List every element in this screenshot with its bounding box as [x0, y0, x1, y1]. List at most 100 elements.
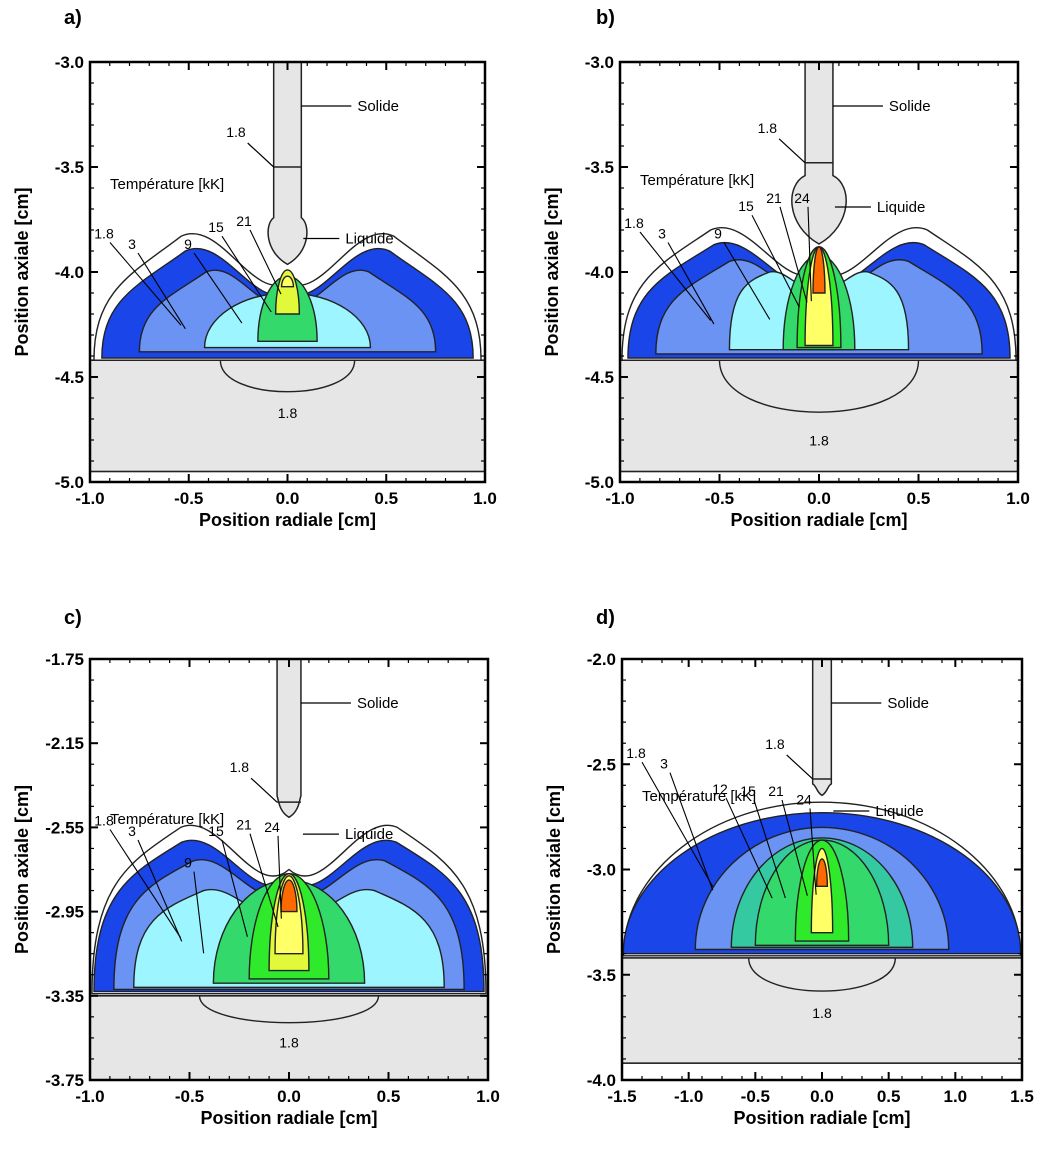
x-tick-label: -0.5 — [705, 489, 734, 508]
contour-leader — [249, 833, 279, 928]
contour-label: 3 — [658, 226, 666, 242]
y-tick-label: -3.0 — [587, 861, 616, 880]
plot-area — [622, 659, 1022, 1064]
panel-d: 1.8 -1.5 -1.0 -0.5 0.0 0.5 1.0 1.5 -2.0 -2.5 -3.0 -… — [544, 607, 1034, 1128]
x-tick-label: 0.0 — [807, 489, 831, 508]
y-tick-label: -3.0 — [585, 53, 614, 72]
workpiece-isotherm — [198, 995, 380, 1024]
panel-letter: a) — [64, 7, 82, 29]
workpiece-isotherm — [718, 360, 920, 413]
workpiece-isotherm-label: 1.8 — [812, 1005, 832, 1021]
y-tick-label: -5.0 — [585, 473, 614, 492]
electrode — [276, 659, 302, 819]
electrode — [267, 62, 308, 266]
x-tick-label: 1.0 — [944, 1087, 968, 1106]
contour-leader — [725, 797, 773, 899]
workpiece — [622, 957, 1022, 1064]
contour-label: 15 — [738, 198, 754, 214]
contour-leader — [193, 252, 243, 324]
isotherm-24 — [810, 847, 834, 934]
contour-leader — [137, 252, 186, 330]
panel-b: 1.8 -1.0 -0.5 0.0 0.5 1.0 -3.0 -3.5 -4.0 -4.5 -5.0… — [542, 7, 1030, 530]
isotherm-27 — [280, 879, 298, 913]
melting-label: 1.8 — [226, 124, 246, 140]
contour-label: 24 — [264, 819, 280, 835]
workpiece-isotherm-label: 1.8 — [278, 405, 298, 421]
melting-label: 1.8 — [230, 759, 250, 775]
contour-label: 3 — [128, 823, 136, 839]
contour-label: 1.8 — [624, 215, 644, 231]
y-axis-label: Position axiale [cm] — [542, 187, 562, 356]
legend-title: Température [kK] — [642, 788, 756, 805]
x-tick-label: 0.0 — [810, 1087, 834, 1106]
liquid-label: Liquide — [345, 826, 393, 843]
contour-label: 15 — [740, 783, 756, 799]
solid-label: Solide — [887, 695, 929, 712]
x-tick-label: -1.5 — [607, 1087, 636, 1106]
x-tick-label: 0.0 — [276, 489, 300, 508]
contour-label: 15 — [208, 219, 224, 235]
x-tick-label: -1.0 — [75, 1087, 104, 1106]
y-tick-label: -3.35 — [45, 987, 84, 1006]
x-tick-label: 0.5 — [877, 1087, 901, 1106]
y-tick-label: -2.0 — [587, 650, 616, 669]
y-tick-label: -1.75 — [45, 650, 84, 669]
panel-letter: c) — [64, 607, 82, 629]
y-tick-label: -4.5 — [585, 368, 614, 387]
contour-leader — [781, 799, 808, 896]
contour-label: 15 — [208, 823, 224, 839]
electrode-body — [791, 62, 847, 245]
contour-leader — [109, 829, 182, 939]
electrode-body — [276, 659, 302, 819]
y-tick-label: -2.55 — [45, 818, 84, 837]
y-tick-label: -4.5 — [55, 368, 84, 387]
contour-leader — [723, 242, 771, 320]
contour-label: 9 — [184, 236, 192, 252]
contour-leader — [221, 235, 272, 313]
melting-label: 1.8 — [758, 120, 778, 136]
y-axis-label: Position axiale [cm] — [12, 187, 32, 356]
contour-label: 24 — [794, 190, 810, 206]
x-axis-label: Position radiale [cm] — [730, 510, 907, 530]
contour-label: 21 — [768, 783, 784, 799]
workpiece — [90, 359, 485, 473]
legend-title: Température [kK] — [110, 811, 224, 828]
electrode-body — [811, 659, 833, 797]
legend-title: Température [kK] — [110, 176, 224, 193]
x-tick-label: -1.0 — [605, 489, 634, 508]
liquid-label: Liquide — [877, 199, 925, 216]
contour-label: 9 — [184, 855, 192, 871]
panel-c: 1.8 -1.0 -0.5 0.0 0.5 1.0 -1.75 -2.15 -2.55 -2.95… — [12, 607, 500, 1128]
y-axis-label: Position axiale [cm] — [12, 785, 32, 954]
contour-label: 1.8 — [94, 813, 114, 829]
contour-leader — [277, 835, 282, 919]
y-tick-label: -3.75 — [45, 1071, 84, 1090]
melting-leader — [786, 754, 814, 780]
liquid-label: Liquide — [875, 803, 923, 820]
workpiece — [620, 359, 1018, 473]
y-tick-label: -2.5 — [587, 755, 616, 774]
y-tick-label: -5.0 — [55, 473, 84, 492]
contour-label: 21 — [766, 190, 782, 206]
electrode — [791, 62, 847, 245]
y-tick-label: -2.15 — [45, 734, 84, 753]
isotherm-24 — [280, 275, 295, 288]
isotherm-27 — [812, 246, 826, 294]
solid-label: Solide — [889, 98, 931, 115]
x-tick-label: 1.5 — [1010, 1087, 1034, 1106]
contour-label: 3 — [660, 756, 668, 772]
panel-letter: d) — [596, 607, 615, 629]
workpiece-isotherm-label: 1.8 — [809, 433, 829, 449]
contour-leader — [809, 808, 817, 895]
contour-leader — [221, 839, 248, 937]
y-tick-label: -4.0 — [585, 263, 614, 282]
contour-leader — [109, 242, 182, 326]
y-tick-label: -3.0 — [55, 53, 84, 72]
plot-area — [90, 62, 485, 473]
electrode-body — [267, 62, 308, 266]
x-tick-label: 1.0 — [1006, 489, 1030, 508]
melting-label: 1.8 — [765, 736, 785, 752]
plot-area — [620, 62, 1018, 473]
contour-leader — [249, 229, 282, 295]
y-tick-label: -3.5 — [585, 158, 614, 177]
